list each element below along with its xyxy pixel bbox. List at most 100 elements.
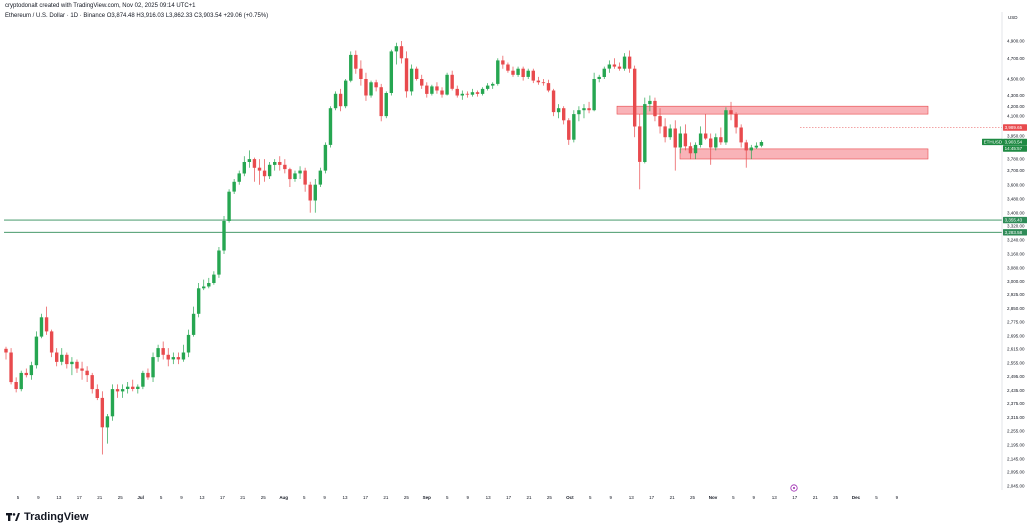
candle — [501, 55, 505, 69]
price-axis[interactable]: 4,900.00 4,700.00 4,500.00 4,300.00 4,200.00… — [1007, 39, 1025, 489]
candle — [181, 344, 186, 362]
candle — [435, 82, 439, 94]
candle-body — [100, 397, 105, 428]
date-tick-label: 21 — [383, 495, 389, 500]
candle-body — [34, 336, 39, 366]
candle-body — [212, 274, 216, 283]
candle-body — [60, 354, 64, 362]
candle — [191, 306, 196, 337]
candle-body — [343, 80, 348, 107]
support-zone[interactable] — [679, 148, 929, 160]
date-tick-label: 17 — [506, 495, 512, 500]
candle — [242, 156, 246, 177]
candle — [607, 60, 612, 73]
candle — [166, 348, 170, 367]
tradingview-logo[interactable]: TradingView — [6, 511, 89, 523]
candle — [171, 352, 176, 365]
event-marker-icon[interactable] — [790, 484, 798, 492]
price-tick-label: 3,400.00 — [1007, 210, 1025, 215]
candle — [496, 58, 500, 86]
svg-text:ETHUSD: ETHUSD — [984, 140, 1003, 145]
candle — [425, 82, 429, 98]
date-tick-label: 25 — [833, 495, 839, 500]
candle — [404, 51, 409, 98]
zones-layer — [616, 105, 929, 160]
price-tick-label: 2,145.00 — [1007, 456, 1025, 461]
candle-body — [323, 144, 328, 171]
candle — [638, 114, 642, 190]
candle-body — [166, 354, 170, 360]
price-tick-label: 3,480.00 — [1007, 196, 1025, 201]
candle — [156, 344, 160, 362]
candle — [19, 370, 23, 392]
candle-body — [191, 313, 196, 335]
candle — [399, 41, 404, 64]
candle — [196, 283, 201, 318]
price-tick-label: 2,925.00 — [1007, 292, 1025, 297]
candle-body — [414, 68, 419, 79]
candle — [146, 368, 150, 380]
candle-body — [55, 352, 59, 362]
price-tick-label: 3,000.00 — [1007, 279, 1025, 284]
date-tick-label: 17 — [77, 495, 83, 500]
candle — [349, 51, 353, 83]
candle — [485, 83, 490, 91]
candle — [303, 167, 307, 192]
candle — [475, 90, 480, 97]
tradingview-logo-text: TradingView — [24, 511, 89, 523]
candle — [80, 361, 84, 380]
last-price-tag: 3,903.54 — [1003, 138, 1027, 146]
candle — [141, 370, 145, 390]
candle — [328, 106, 333, 148]
candle-body — [176, 357, 181, 360]
candle — [136, 384, 140, 394]
candle-body — [698, 133, 703, 145]
candle-body — [729, 110, 733, 115]
candle-body — [430, 86, 434, 94]
candle-body — [404, 58, 409, 92]
date-tick-label: 9 — [466, 495, 469, 500]
candle — [374, 79, 378, 92]
candle-body — [658, 116, 662, 127]
date-tick-label: 9 — [323, 495, 326, 500]
svg-text:3,903.54: 3,903.54 — [1005, 140, 1023, 145]
candle-body — [749, 147, 753, 151]
candle — [70, 357, 74, 376]
candle-body — [232, 181, 236, 192]
candle — [516, 66, 520, 77]
candle-body — [354, 54, 358, 69]
date-tick-label: 25 — [118, 495, 124, 500]
candle-body — [703, 133, 708, 139]
resistance-zone[interactable] — [616, 105, 929, 115]
candle — [698, 126, 703, 148]
date-tick-label: 5 — [160, 495, 163, 500]
candle — [572, 110, 576, 143]
date-tick-label: 9 — [37, 495, 40, 500]
date-tick-label: 5 — [446, 495, 449, 500]
candle-body — [409, 68, 414, 92]
candle — [4, 346, 8, 360]
candle-body — [303, 170, 307, 185]
candle — [125, 382, 130, 394]
candlestick-chart[interactable]: USD 4,900.00 4,700.00 4,500.00 4,300.00 4,20… — [0, 0, 1032, 508]
date-axis[interactable]: 5 9 13 17 21 25 Jul 5 9 13 17 21 25 Aug 5 9 13 17 21 25 Sep 5… — [17, 495, 899, 500]
candle-body — [734, 114, 738, 128]
candle — [409, 64, 414, 96]
candle — [556, 104, 561, 119]
candle — [267, 162, 272, 179]
candle-body — [222, 221, 226, 251]
date-tick-label: 21 — [813, 495, 819, 500]
candle — [379, 83, 383, 122]
date-tick-label: 25 — [261, 495, 267, 500]
candle — [60, 348, 64, 366]
candle-body — [349, 54, 353, 81]
date-tick-label: 9 — [610, 495, 613, 500]
candle-body — [298, 170, 302, 174]
candle-body — [567, 120, 571, 140]
price-scale-unit: USD — [1008, 15, 1018, 20]
candle — [536, 76, 541, 85]
price-tick-label: 4,500.00 — [1007, 77, 1025, 82]
candle — [278, 156, 282, 171]
candle-body — [556, 108, 561, 113]
candle — [34, 331, 39, 369]
